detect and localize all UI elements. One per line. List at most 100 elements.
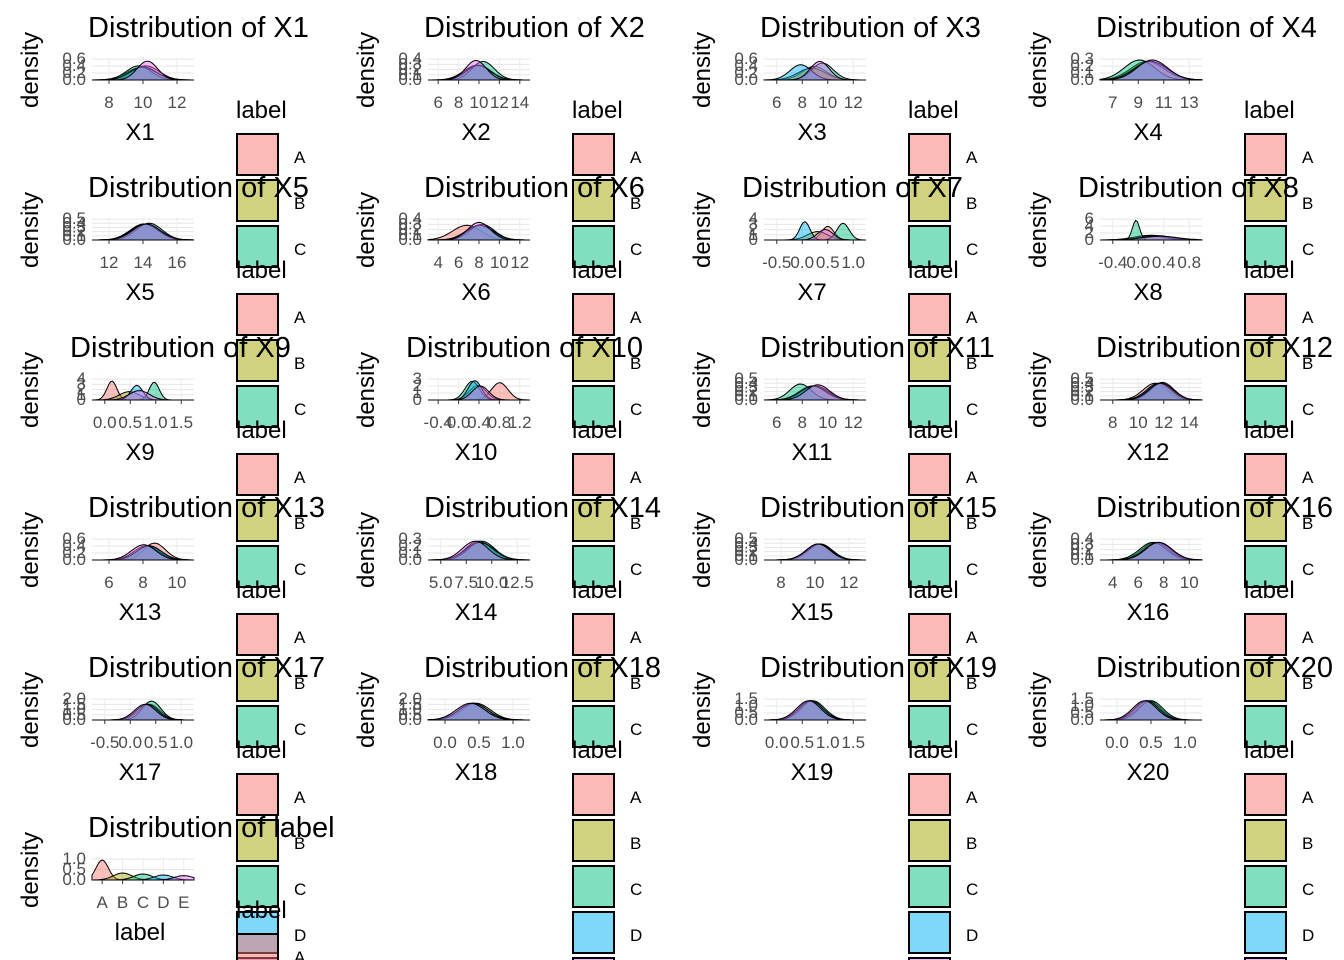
y-tick-label: 0.3 — [734, 377, 758, 396]
legend-label-C: C — [294, 400, 306, 419]
plot-background — [1100, 218, 1202, 240]
y-axis-title: density — [353, 192, 380, 268]
x-tick-label: 14 — [1180, 413, 1199, 432]
legend-key-C — [236, 705, 279, 748]
density-series-E — [1100, 382, 1203, 401]
y-tick-label: 0.1 — [398, 65, 422, 84]
y-tick-label: 0 — [413, 390, 422, 409]
legend-label-B: B — [1302, 674, 1313, 693]
y-axis-title: density — [17, 512, 44, 588]
legend: label A B C — [236, 97, 306, 268]
density-series-E — [428, 59, 530, 81]
panel-X3: label A B C 0.00.20.40.6 6 8 10 12 X3 density Distr… — [689, 12, 981, 268]
legend-key-A — [908, 453, 951, 496]
x-axis-title: X4 — [1133, 119, 1162, 146]
y-axis-title: density — [353, 352, 380, 428]
legend-key-B — [236, 499, 279, 542]
x-tick-label: 10 — [818, 93, 837, 112]
legend-key-A — [908, 293, 951, 336]
legend-key-B — [572, 339, 615, 382]
legend-label-C: C — [966, 400, 978, 419]
legend-title: label — [908, 97, 959, 124]
legend-label-A: A — [630, 148, 642, 167]
density-series-E — [764, 543, 866, 561]
y-tick-label: 0.0 — [398, 70, 422, 89]
y-tick-label: 0.3 — [734, 537, 758, 556]
legend: label A B C — [236, 577, 306, 748]
legend-key-C — [1244, 225, 1287, 268]
legend-title: label — [1244, 97, 1295, 124]
legend-key-C — [236, 225, 279, 268]
legend-label-B: B — [630, 674, 641, 693]
x-tick-label: 1.5 — [169, 413, 193, 432]
legend-label-B: B — [966, 834, 977, 853]
panel-label: labelABCDE0.00.51.0ABCDElabeldensityDist… — [17, 812, 335, 960]
legend-label-C: C — [1302, 240, 1314, 259]
legend-key-B — [908, 179, 951, 222]
legend-label-C: C — [1302, 720, 1314, 739]
legend-label-B: B — [1302, 514, 1313, 533]
y-tick-label: 0.2 — [1070, 382, 1094, 401]
y-tick-label: 1.5 — [1070, 689, 1094, 708]
y-tick-label: 0.1 — [1070, 386, 1094, 405]
y-tick-label: 0.2 — [398, 536, 422, 555]
panel-title: Distribution of X6 — [424, 172, 645, 204]
legend-label-A: A — [966, 628, 978, 647]
x-tick-label: B — [117, 893, 128, 912]
legend-label-A: A — [1302, 468, 1314, 487]
legend-label-A: A — [294, 628, 306, 647]
y-tick-label: 0.1 — [398, 543, 422, 562]
legend-key-A — [572, 293, 615, 336]
y-tick-label: 0.4 — [734, 56, 758, 75]
y-tick-label: 0.0 — [62, 550, 86, 569]
legend-key-A — [908, 773, 951, 816]
y-tick-label: 0.3 — [1070, 377, 1094, 396]
x-tick-label: 6 — [772, 93, 781, 112]
plot-area — [763, 378, 866, 401]
y-tick-label: 0.4 — [398, 49, 422, 68]
y-tick-label: 0.5 — [62, 860, 86, 879]
x-tick-label: 4 — [1108, 573, 1117, 592]
x-tick-label: A — [97, 893, 109, 912]
x-axis-title: X12 — [1127, 439, 1170, 466]
x-axis-title: X6 — [461, 279, 490, 306]
x-tick-label: 0.0 — [433, 733, 457, 752]
y-tick-label: 1 — [77, 385, 86, 404]
legend-label-C: C — [294, 880, 306, 899]
x-tick-label: 10 — [470, 93, 489, 112]
panel-title: Distribution of X9 — [70, 332, 291, 364]
x-axis-title: X10 — [455, 439, 498, 466]
legend-label-A: A — [630, 788, 642, 807]
y-axis-title: density — [1025, 512, 1052, 588]
legend-label-C: C — [630, 720, 642, 739]
y-tick-label: 0.0 — [62, 230, 86, 249]
y-tick-label: 0.4 — [62, 536, 86, 555]
legend: label A B C — [572, 417, 642, 588]
y-tick-label: 0.5 — [734, 369, 758, 388]
y-tick-label: 0.2 — [734, 382, 758, 401]
x-axis-title: X9 — [125, 439, 154, 466]
x-axis-title: X17 — [119, 759, 162, 786]
legend-label-B: B — [630, 194, 641, 213]
x-axis-title: X8 — [1133, 279, 1162, 306]
y-tick-label: 1.0 — [62, 700, 86, 719]
plot-area — [1100, 378, 1203, 401]
legend: label A B C — [908, 97, 978, 268]
legend-title: label — [236, 737, 287, 764]
y-tick-label: 0.0 — [398, 230, 422, 249]
legend-label-C: C — [630, 880, 642, 899]
plot-area — [91, 858, 195, 881]
panel-title: Distribution of X11 — [760, 332, 995, 364]
legend-key-A — [908, 133, 951, 176]
legend-key-B — [1244, 819, 1287, 862]
density-series-E — [764, 700, 866, 721]
legend-label-B: B — [630, 514, 641, 533]
legend-key-C — [908, 865, 951, 908]
y-axis-title: density — [689, 352, 716, 428]
x-tick-label: E — [178, 893, 189, 912]
plot-area — [1100, 538, 1203, 561]
